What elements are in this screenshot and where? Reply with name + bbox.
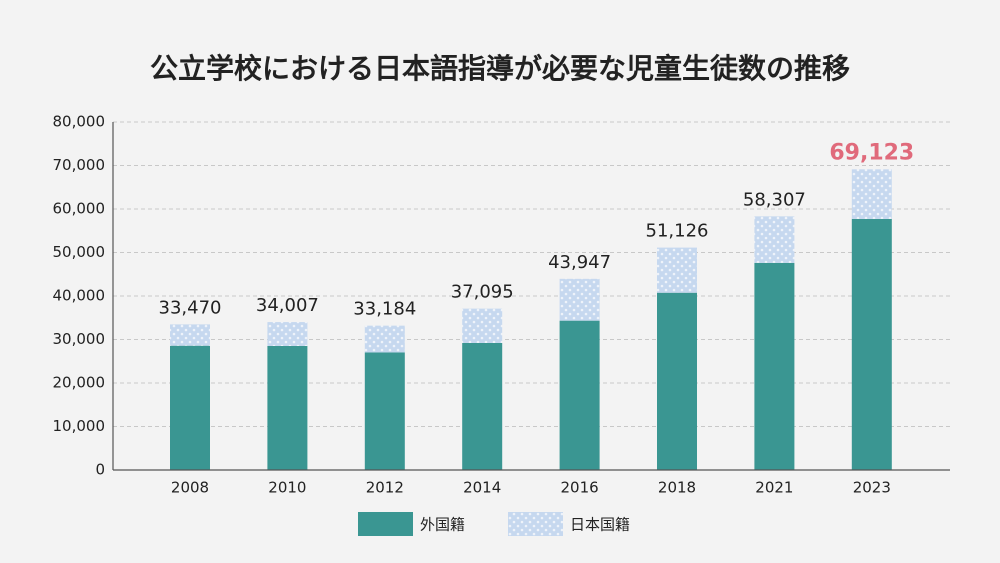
total-label: 33,470 bbox=[159, 297, 222, 318]
bar-segment bbox=[657, 292, 697, 470]
y-tick-label: 80,000 bbox=[53, 113, 106, 131]
bar-segment bbox=[462, 308, 503, 343]
bar-segment bbox=[851, 218, 892, 470]
total-label: 69,123 bbox=[829, 140, 914, 165]
bar-segment bbox=[754, 216, 795, 263]
total-label: 51,126 bbox=[646, 221, 709, 242]
x-tick-label: 2023 bbox=[853, 479, 891, 497]
y-tick-label: 70,000 bbox=[53, 156, 106, 174]
y-tick-label: 40,000 bbox=[53, 287, 106, 305]
total-label: 34,007 bbox=[256, 295, 319, 316]
bar-segment bbox=[364, 325, 405, 353]
total-label: 33,184 bbox=[353, 299, 416, 320]
bar-segment bbox=[462, 342, 503, 470]
x-tick-label: 2012 bbox=[366, 479, 404, 497]
total-label: 37,095 bbox=[451, 282, 514, 303]
x-tick-label: 2016 bbox=[561, 479, 599, 497]
bar-segment bbox=[170, 345, 210, 470]
bar-segment bbox=[170, 324, 210, 346]
x-tick-label: 2008 bbox=[171, 479, 209, 497]
y-tick-label: 30,000 bbox=[53, 330, 106, 348]
legend-label: 日本国籍 bbox=[570, 516, 630, 534]
y-tick-label: 60,000 bbox=[53, 200, 106, 218]
x-tick-label: 2014 bbox=[463, 479, 501, 497]
bar-segment bbox=[364, 352, 405, 470]
bar-segment bbox=[754, 262, 795, 470]
y-tick-label: 0 bbox=[95, 461, 105, 479]
y-tick-label: 50,000 bbox=[53, 243, 106, 261]
chart-title: 公立学校における日本語指導が必要な児童生徒数の推移 bbox=[150, 52, 850, 85]
bar-segment bbox=[267, 322, 308, 346]
total-label: 58,307 bbox=[743, 189, 806, 210]
y-tick-label: 20,000 bbox=[53, 374, 106, 392]
bar-segment bbox=[559, 320, 600, 470]
bar-segment bbox=[851, 169, 892, 219]
x-tick-label: 2010 bbox=[268, 479, 306, 497]
bar-segment bbox=[657, 247, 697, 293]
legend-swatch bbox=[358, 512, 413, 536]
y-tick-label: 10,000 bbox=[53, 417, 106, 435]
legend-label: 外国籍 bbox=[420, 516, 465, 534]
legend-swatch bbox=[508, 512, 563, 536]
x-tick-label: 2021 bbox=[755, 479, 793, 497]
total-label: 43,947 bbox=[548, 252, 611, 273]
x-tick-label: 2018 bbox=[658, 479, 696, 497]
bar-segment bbox=[267, 345, 308, 470]
bar-segment bbox=[559, 278, 600, 321]
